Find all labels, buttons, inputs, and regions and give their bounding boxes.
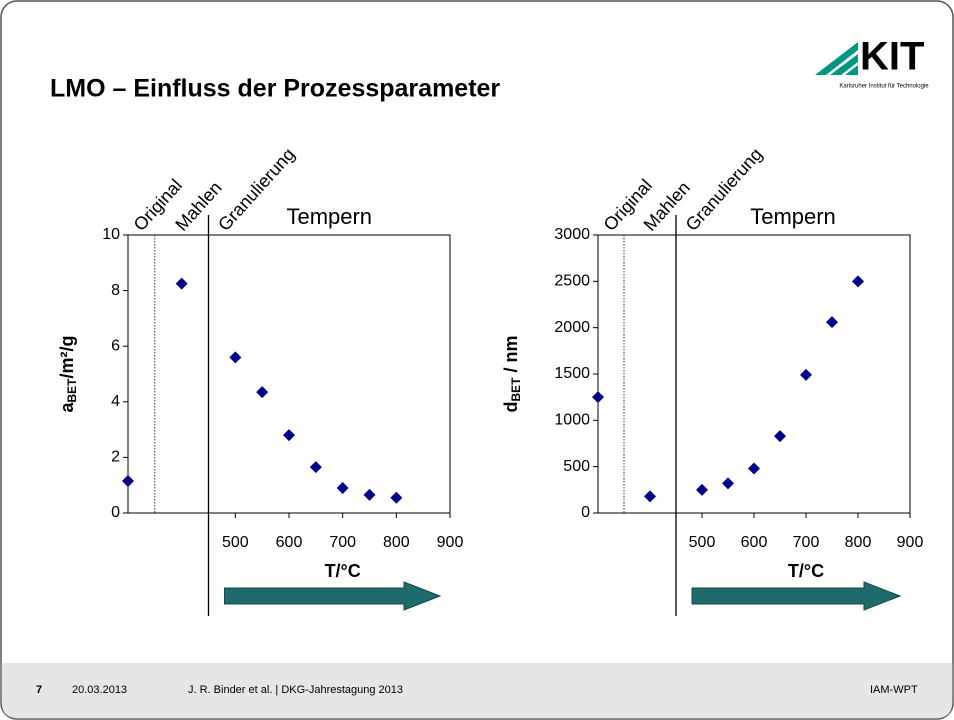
data-point xyxy=(774,430,786,443)
x-tick-label: 700 xyxy=(793,534,820,551)
y-tick-label: 2500 xyxy=(554,273,590,290)
logo-stripe xyxy=(845,65,858,75)
phase-label: Tempern xyxy=(286,204,372,229)
footer-institute: IAM-WPT xyxy=(870,684,918,696)
data-point xyxy=(256,386,269,399)
y-tick-label: 2 xyxy=(111,449,120,466)
y-axis-label: aBET/m²/g xyxy=(57,335,79,412)
y-axis-label-part: / nm xyxy=(501,335,521,377)
y-axis-label-part: /m²/g xyxy=(57,335,77,378)
data-point xyxy=(390,491,403,504)
footer-author: J. R. Binder et al. | DKG-Jahrestagung 2… xyxy=(188,684,403,696)
y-tick-label: 1000 xyxy=(554,412,590,429)
y-tick-label: 500 xyxy=(563,458,590,475)
y-tick-label: 2000 xyxy=(554,319,590,336)
process-arrow xyxy=(691,581,902,611)
logo: KIT Karlsruher Institut für Technologie xyxy=(815,35,929,90)
y-tick-label: 8 xyxy=(111,282,120,299)
y-tick-label: 6 xyxy=(111,337,120,354)
y-axis-label-part: BET xyxy=(509,377,523,402)
logo-stripe xyxy=(830,54,858,75)
y-tick-label: 4 xyxy=(111,393,120,410)
logo-subtitle: Karlsruher Institut für Technologie xyxy=(839,84,929,90)
data-point xyxy=(800,368,812,381)
x-axis-label: T/°C xyxy=(788,561,824,581)
y-tick-label: 0 xyxy=(581,504,590,521)
x-tick-label: 800 xyxy=(383,534,410,551)
footer-date: 20.03.2013 xyxy=(72,684,127,696)
x-axis-label: T/°C xyxy=(325,561,361,581)
page-number: 7 xyxy=(36,684,42,696)
data-point xyxy=(175,277,188,290)
data-point xyxy=(722,477,734,490)
x-tick-label: 800 xyxy=(845,534,872,551)
x-tick-label: 600 xyxy=(741,534,768,551)
data-point xyxy=(644,490,656,503)
y-tick-label: 10 xyxy=(102,226,120,243)
logo-stripe xyxy=(815,42,858,75)
data-point xyxy=(336,481,349,494)
x-tick-label: 600 xyxy=(276,534,303,551)
x-tick-label: 700 xyxy=(329,534,356,551)
data-point xyxy=(229,351,242,364)
slide-title: LMO – Einfluss der Prozessparameter xyxy=(50,75,500,103)
y-axis-label-part: BET xyxy=(65,378,79,403)
data-point xyxy=(696,483,708,496)
y-axis-label-part: d xyxy=(501,402,521,413)
data-point xyxy=(748,462,760,475)
process-arrow xyxy=(224,581,442,611)
footer-band xyxy=(1,663,953,719)
data-point xyxy=(283,429,295,442)
logo-name: KIT xyxy=(860,35,924,79)
data-point xyxy=(122,475,134,488)
data-point xyxy=(363,488,376,501)
y-tick-label: 0 xyxy=(111,504,120,521)
x-tick-label: 500 xyxy=(222,534,249,551)
data-point xyxy=(309,461,322,474)
y-tick-label: 3000 xyxy=(554,226,590,243)
data-point xyxy=(852,275,864,288)
x-tick-label: 900 xyxy=(437,534,464,551)
y-axis-label: dBET / nm xyxy=(501,335,523,412)
data-point xyxy=(592,391,604,404)
phase-label: Tempern xyxy=(750,204,836,229)
y-tick-label: 1500 xyxy=(554,365,590,382)
x-tick-label: 900 xyxy=(897,534,924,551)
x-tick-label: 500 xyxy=(689,534,716,551)
y-axis-label-part: a xyxy=(57,402,77,413)
data-point xyxy=(826,316,838,329)
